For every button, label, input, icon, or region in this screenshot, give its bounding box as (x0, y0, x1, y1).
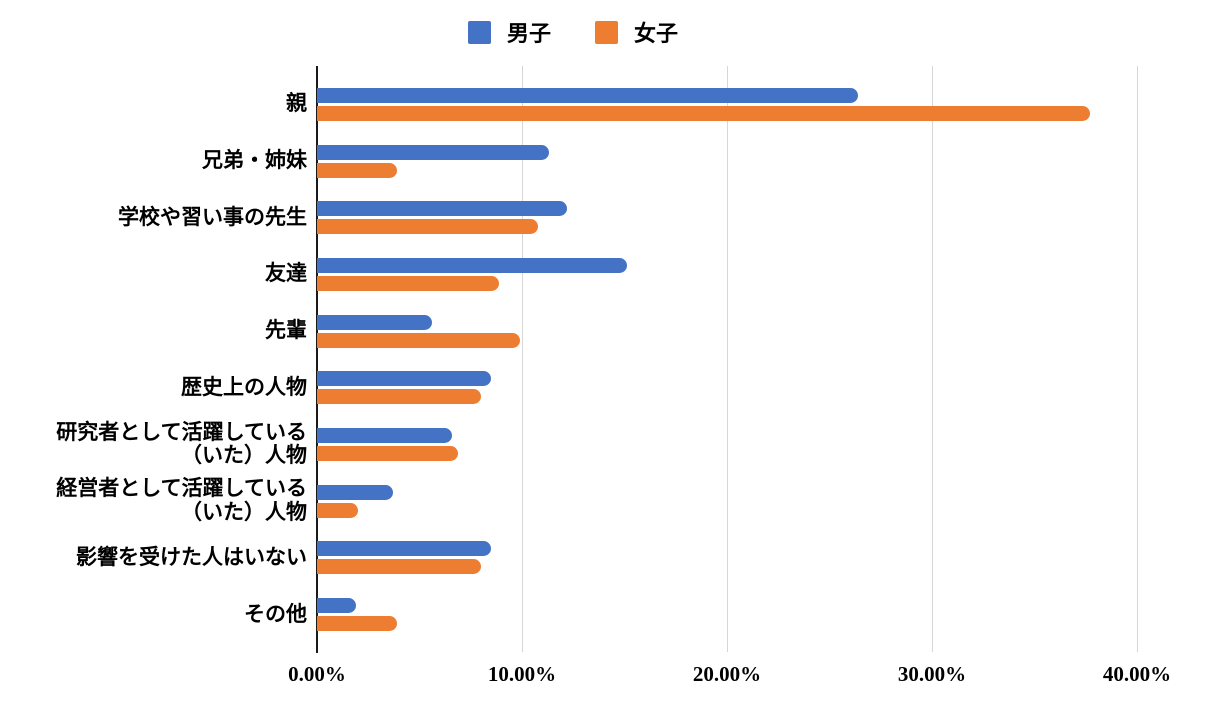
bar-group (317, 541, 1137, 575)
category-row: 経営者として活躍している （いた）人物 (0, 473, 1218, 530)
legend-item-girls: 女子 (595, 16, 678, 48)
bar-girls (317, 445, 459, 461)
bar-girls (317, 389, 481, 405)
boys-color-swatch (467, 20, 491, 44)
bar-girls (317, 219, 539, 235)
x-tick-label: 30.00% (897, 662, 967, 686)
bar-girls (317, 275, 500, 291)
bar-group (317, 427, 1137, 461)
bar-group (317, 201, 1137, 235)
category-label: 親 (286, 91, 307, 116)
category-row: 先輩 (0, 303, 1218, 360)
bar-girls (317, 332, 520, 348)
bar-girls (317, 616, 397, 632)
legend-item-boys: 男子 (467, 16, 551, 48)
bar-boys (317, 484, 393, 500)
chart-legend: 男子 女子 (0, 16, 1146, 48)
category-row: 研究者として活躍している （いた）人物 (0, 416, 1218, 473)
x-tick-label: 0.00% (288, 662, 346, 686)
girls-color-swatch (595, 20, 618, 44)
category-label: 歴史上の人物 (181, 374, 307, 399)
bar-group (317, 484, 1137, 518)
rows: 親兄弟・姉妹学校や習い事の先生友達先輩歴史上の人物研究者として活躍している （い… (0, 76, 1218, 643)
bar-boys (317, 541, 492, 557)
category-row: 影響を受けた人はいない (0, 530, 1218, 587)
category-label: 先輩 (265, 318, 307, 343)
bar-group (317, 371, 1137, 405)
category-label: 経営者として活躍している （いた）人物 (56, 476, 307, 525)
bar-boys (317, 598, 356, 614)
category-row: 歴史上の人物 (0, 359, 1218, 416)
category-label: 兄弟・姉妹 (202, 148, 307, 173)
bar-group (317, 144, 1137, 178)
category-label: 学校や習い事の先生 (118, 204, 307, 229)
category-row: 友達 (0, 246, 1218, 303)
bar-girls (317, 559, 481, 575)
category-label: その他 (244, 601, 307, 626)
x-tick-label: 10.00% (487, 662, 557, 686)
category-row: 兄弟・姉妹 (0, 133, 1218, 190)
bar-boys (317, 257, 627, 273)
bar-boys (317, 314, 432, 330)
category-label: 友達 (265, 261, 307, 286)
category-label: 研究者として活躍している （いた）人物 (56, 419, 307, 468)
bar-boys (317, 427, 453, 443)
x-tick-label: 20.00% (692, 662, 762, 686)
bar-girls (317, 162, 397, 178)
bar-girls (317, 105, 1090, 121)
bar-boys (317, 371, 492, 387)
bar-group (317, 598, 1137, 632)
bar-boys (317, 87, 859, 103)
x-tick-label: 40.00% (1102, 662, 1172, 686)
category-row: 学校や習い事の先生 (0, 189, 1218, 246)
bar-group (317, 257, 1137, 291)
x-axis: 0.00% 10.00% 20.00% 30.00% 40.00% (0, 662, 1218, 692)
legend-label-boys: 男子 (506, 21, 551, 46)
category-row: 親 (0, 76, 1218, 133)
category-row: その他 (0, 586, 1218, 643)
bar-boys (317, 144, 549, 160)
bar-group (317, 87, 1137, 121)
category-label: 影響を受けた人はいない (76, 544, 307, 569)
bar-boys (317, 201, 568, 217)
bar-girls (317, 502, 358, 518)
bar-group (317, 314, 1137, 348)
legend-label-girls: 女子 (634, 21, 679, 46)
